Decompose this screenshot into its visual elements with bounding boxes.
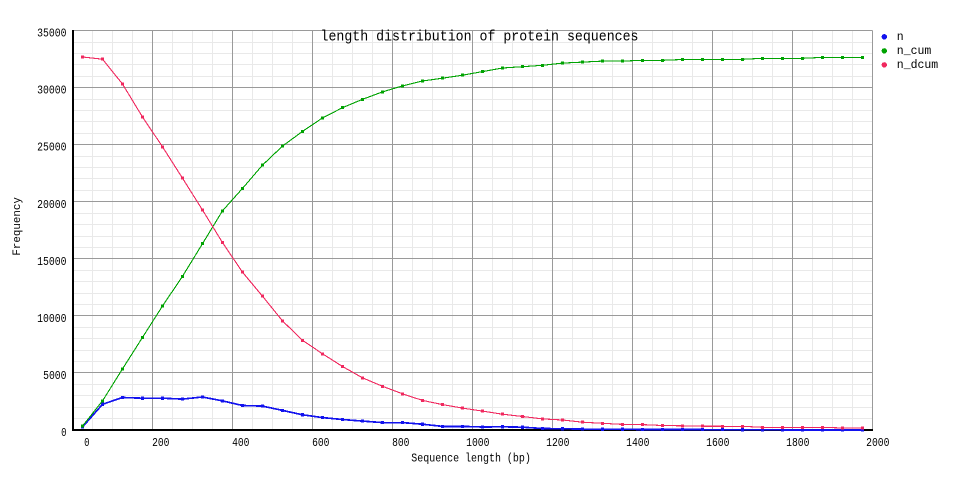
svg-text:400: 400 — [232, 437, 249, 450]
svg-text:n_dcum: n_dcum — [897, 59, 939, 72]
svg-text:1000: 1000 — [466, 437, 489, 450]
svg-text:200: 200 — [152, 437, 169, 450]
svg-text:25000: 25000 — [37, 142, 66, 155]
svg-text:5000: 5000 — [43, 370, 66, 383]
svg-text:35000: 35000 — [37, 28, 66, 41]
svg-text:Frequency: Frequency — [12, 197, 24, 256]
svg-text:1200: 1200 — [546, 437, 569, 450]
svg-text:Sequence length (bp): Sequence length (bp) — [411, 452, 531, 465]
svg-text:2000: 2000 — [866, 437, 889, 450]
svg-text:20000: 20000 — [37, 199, 66, 212]
svg-text:15000: 15000 — [37, 256, 66, 269]
svg-text:1600: 1600 — [706, 437, 729, 450]
svg-text:30000: 30000 — [37, 85, 66, 98]
svg-text:1800: 1800 — [786, 437, 809, 450]
svg-text:800: 800 — [392, 437, 409, 450]
svg-text:10000: 10000 — [37, 313, 66, 326]
svg-text:n: n — [897, 31, 904, 44]
svg-text:600: 600 — [312, 437, 329, 450]
svg-text:n_cum: n_cum — [897, 45, 932, 58]
svg-text:1400: 1400 — [626, 437, 649, 450]
svg-text:0: 0 — [61, 427, 66, 440]
svg-text:length distribution of protein: length distribution of protein sequences — [321, 28, 639, 45]
svg-text:0: 0 — [84, 437, 89, 450]
